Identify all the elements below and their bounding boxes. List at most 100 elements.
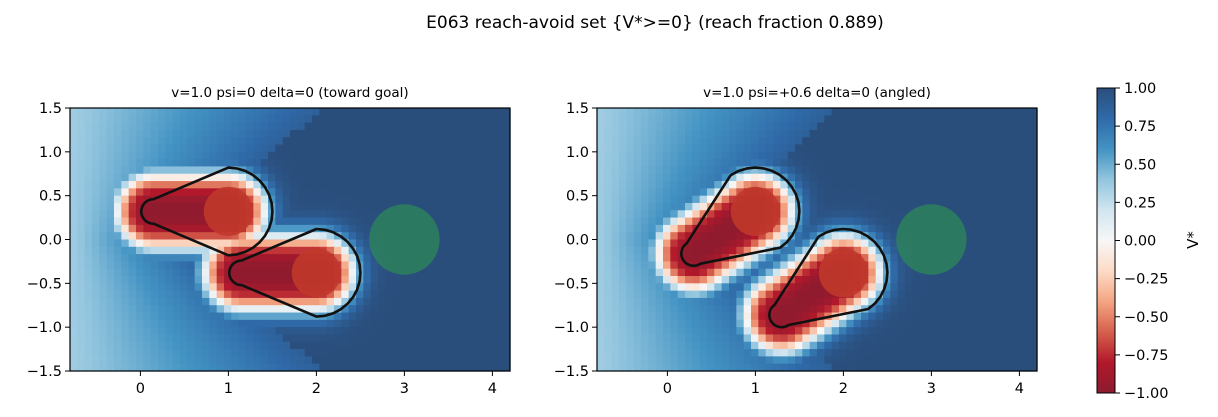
heatmap-cell bbox=[341, 290, 350, 299]
heatmap-cell bbox=[260, 254, 269, 263]
heatmap-cell bbox=[743, 319, 752, 328]
heatmap-cell bbox=[209, 232, 218, 241]
heatmap-cell bbox=[912, 151, 921, 160]
heatmap-cell bbox=[941, 122, 950, 131]
heatmap-cell bbox=[70, 363, 78, 372]
heatmap-cell bbox=[473, 195, 482, 204]
heatmap-cell bbox=[633, 297, 642, 306]
heatmap-cell bbox=[927, 349, 935, 357]
heatmap-cell bbox=[619, 305, 627, 314]
heatmap-cell bbox=[868, 144, 877, 153]
heatmap-cell bbox=[282, 305, 291, 314]
heatmap-cell bbox=[473, 151, 482, 160]
heatmap-cell bbox=[1029, 356, 1038, 365]
heatmap-cell bbox=[919, 312, 928, 321]
heatmap-cell bbox=[92, 254, 100, 263]
heatmap-cell bbox=[619, 232, 627, 241]
heatmap-cell bbox=[633, 341, 642, 350]
heatmap-cell bbox=[868, 210, 877, 219]
heatmap-cell bbox=[875, 319, 884, 328]
heatmap-cell bbox=[626, 254, 635, 263]
heatmap-cell bbox=[114, 276, 122, 284]
heatmap-cell bbox=[326, 363, 335, 372]
heatmap-cell bbox=[429, 173, 438, 182]
heatmap-cell bbox=[106, 151, 115, 160]
heatmap-cell bbox=[963, 224, 972, 233]
colorbar-label: V* bbox=[1184, 231, 1202, 249]
heatmap-cell bbox=[473, 268, 482, 277]
heatmap-cell bbox=[488, 283, 496, 292]
zero-level-contour bbox=[140, 166, 274, 257]
heatmap-cell bbox=[604, 341, 613, 350]
heatmap-cell bbox=[780, 122, 789, 131]
heatmap-cell bbox=[707, 363, 715, 372]
heatmap-cell bbox=[655, 312, 664, 321]
heatmap-cell bbox=[729, 268, 737, 277]
heatmap-cell bbox=[187, 312, 196, 321]
heatmap-cell bbox=[868, 261, 877, 270]
heatmap-cell bbox=[677, 334, 686, 343]
heatmap-cell bbox=[956, 195, 965, 204]
heatmap-cell bbox=[670, 356, 679, 365]
heatmap-cell bbox=[1015, 217, 1023, 226]
heatmap-cell bbox=[282, 129, 291, 138]
heatmap-cell bbox=[648, 210, 657, 219]
heatmap-cell bbox=[253, 159, 262, 168]
heatmap-cell bbox=[334, 290, 342, 299]
heatmap-cell bbox=[714, 276, 723, 284]
heatmap-cell bbox=[905, 173, 913, 182]
heatmap-cell bbox=[282, 151, 291, 160]
y-tick-label: 1.5 bbox=[566, 101, 589, 117]
heatmap-cell bbox=[268, 356, 276, 365]
heatmap-cell bbox=[699, 129, 708, 138]
heatmap-cell bbox=[611, 268, 620, 277]
heatmap-cell bbox=[121, 246, 130, 255]
heatmap-cell bbox=[297, 137, 306, 146]
heatmap-cell bbox=[626, 159, 635, 168]
heatmap-cell bbox=[795, 297, 803, 306]
heatmap-cell bbox=[714, 122, 723, 131]
heatmap-cell bbox=[824, 137, 833, 146]
heatmap-cell bbox=[238, 144, 247, 153]
heatmap-cell bbox=[128, 246, 137, 255]
heatmap-cell bbox=[868, 224, 877, 233]
heatmap-cell bbox=[1029, 173, 1038, 182]
heatmap-cell bbox=[224, 239, 232, 248]
heatmap-cell bbox=[655, 283, 664, 292]
heatmap-cell bbox=[436, 115, 445, 124]
heatmap-cell bbox=[187, 224, 196, 233]
heatmap-cell bbox=[883, 173, 891, 182]
heatmap-cell bbox=[319, 144, 328, 153]
heatmap-cell bbox=[224, 356, 232, 365]
heatmap-cell bbox=[707, 319, 715, 328]
heatmap-cell bbox=[692, 254, 701, 263]
heatmap-cell bbox=[919, 356, 928, 365]
heatmap-cell bbox=[495, 268, 504, 277]
heatmap-cell bbox=[363, 283, 372, 292]
heatmap-cell bbox=[729, 129, 737, 138]
heatmap-cell bbox=[209, 115, 218, 124]
heatmap-cell bbox=[963, 195, 972, 204]
heatmap-cell bbox=[356, 224, 364, 233]
heatmap-cell bbox=[370, 349, 379, 357]
heatmap-cell bbox=[370, 290, 379, 299]
heatmap-cell bbox=[670, 312, 679, 321]
heatmap-cell bbox=[641, 261, 649, 270]
heatmap-cell bbox=[70, 239, 78, 248]
heatmap-cell bbox=[422, 290, 430, 299]
heatmap-cell bbox=[502, 115, 511, 124]
heatmap-cell bbox=[655, 254, 664, 263]
heatmap-cell bbox=[787, 341, 796, 350]
heatmap-cell bbox=[392, 122, 401, 131]
heatmap-cell bbox=[670, 334, 679, 343]
heatmap-cell bbox=[1015, 232, 1023, 241]
heatmap-cell bbox=[480, 363, 489, 372]
heatmap-cell bbox=[721, 327, 730, 336]
heatmap-cell bbox=[751, 261, 759, 270]
heatmap-cell bbox=[685, 188, 693, 197]
heatmap-cell bbox=[326, 151, 335, 160]
heatmap-cell bbox=[956, 115, 965, 124]
heatmap-cell bbox=[971, 305, 979, 314]
heatmap-cell bbox=[824, 297, 833, 306]
heatmap-cell bbox=[875, 356, 884, 365]
